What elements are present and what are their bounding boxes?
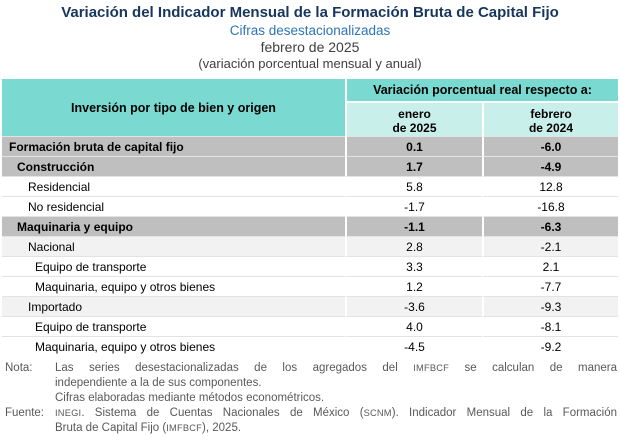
measure-note: (variación porcentual mensual y anual) xyxy=(198,56,422,71)
scnm-acronym: SCNM xyxy=(363,408,392,418)
table-body: Formación bruta de capital fijo 0.1 -6.0 Co… xyxy=(2,136,618,356)
row-label: Maquinaria y equipo xyxy=(2,216,345,236)
value-febrero-2024: 2.1 xyxy=(482,256,618,276)
nota-text: Las series desestacionalizadas de los ag… xyxy=(55,362,414,374)
fuente-text: ). Indicador Mensual de la Formación xyxy=(391,407,617,419)
row-label: Equipo de transporte xyxy=(2,316,345,336)
page-title: Variación del Indicador Mensual de la Fo… xyxy=(61,4,559,21)
nota-body: Las series desestacionalizadas de los ag… xyxy=(55,361,617,406)
row-label: Residencial xyxy=(2,176,345,196)
column-header-line: de 2025 xyxy=(392,120,437,135)
value-enero-2025: -4.5 xyxy=(345,336,482,356)
fuente-text: Bruta de Capital Fijo ( xyxy=(55,422,167,434)
column-group-header: Variación porcentual real respecto a: xyxy=(345,79,618,101)
table-row: Construcción 1.7 -4.9 xyxy=(2,156,618,176)
column-header-enero-2025: enero de 2025 xyxy=(345,101,482,136)
notes-section: Nota: Las series desestacionalizadas de … xyxy=(5,361,617,436)
fuente-row: Fuente: INEGI. Sistema de Cuentas Nacion… xyxy=(5,406,617,436)
column-header-line: enero xyxy=(398,106,431,121)
data-table: Inversión por tipo de bien y origen Vari… xyxy=(2,79,618,356)
period-label: febrero de 2025 xyxy=(260,39,360,55)
nota-line-2: independiente a la de sus componentes. xyxy=(55,377,262,389)
row-label: Equipo de transporte xyxy=(2,256,345,276)
row-label: Maquinaria, equipo y otros bienes xyxy=(2,276,345,296)
inegi-acronym: INEGI xyxy=(55,408,82,418)
table-row: Formación bruta de capital fijo 0.1 -6.0 xyxy=(2,136,618,156)
value-febrero-2024: -9.2 xyxy=(482,336,618,356)
imfbcf-acronym: IMFBCF xyxy=(166,423,203,433)
fuente-text: . Sistema de Cuentas Nacionales de Méxic… xyxy=(81,407,364,419)
fuente-body: INEGI. Sistema de Cuentas Nacionales de … xyxy=(55,406,617,436)
value-febrero-2024: -6.3 xyxy=(482,216,618,236)
header-row-group: Inversión por tipo de bien y origen Vari… xyxy=(2,79,618,136)
value-febrero-2024: -16.8 xyxy=(482,196,618,216)
value-febrero-2024: -4.9 xyxy=(482,156,618,176)
value-febrero-2024: -7.7 xyxy=(482,276,618,296)
table-row: Nacional 2.8 -2.1 xyxy=(2,236,618,256)
nota-text: se calculan de manera xyxy=(449,362,618,374)
value-enero-2025: 0.1 xyxy=(345,136,482,156)
table-row: Equipo de transporte 4.0 -8.1 xyxy=(2,316,618,336)
value-enero-2025: 2.8 xyxy=(345,236,482,256)
fuente-line-2: Bruta de Capital Fijo (IMFBCF), 2025. xyxy=(55,421,617,436)
table-row: Importado -3.6 -9.3 xyxy=(2,296,618,316)
title-block: Variación del Indicador Mensual de la Fo… xyxy=(0,0,620,71)
value-enero-2025: 5.8 xyxy=(345,176,482,196)
value-febrero-2024: -8.1 xyxy=(482,316,618,336)
imfbcf-acronym: IMFBCF xyxy=(413,363,450,373)
value-enero-2025: -1.7 xyxy=(345,196,482,216)
row-label: Maquinaria, equipo y otros bienes xyxy=(2,336,345,356)
nota-line-1: Las series desestacionalizadas de los ag… xyxy=(55,361,617,376)
header-row-columns: enero de 2025 febrero de 2024 xyxy=(2,101,618,136)
row-label: No residencial xyxy=(2,196,345,216)
table-row: Residencial 5.8 12.8 xyxy=(2,176,618,196)
fuente-text: ), 2025. xyxy=(202,422,242,434)
column-header-febrero-2024: febrero de 2024 xyxy=(482,101,618,136)
row-label: Nacional xyxy=(2,236,345,256)
value-enero-2025: -3.6 xyxy=(345,296,482,316)
table-header: Inversión por tipo de bien y origen Vari… xyxy=(2,79,618,136)
row-header-title: Inversión por tipo de bien y origen xyxy=(2,79,345,136)
value-enero-2025: 1.7 xyxy=(345,156,482,176)
table-row: Equipo de transporte 3.3 2.1 xyxy=(2,256,618,276)
value-enero-2025: 1.2 xyxy=(345,276,482,296)
value-febrero-2024: -2.1 xyxy=(482,236,618,256)
table-row: No residencial -1.7 -16.8 xyxy=(2,196,618,216)
value-enero-2025: 4.0 xyxy=(345,316,482,336)
table-row: Maquinaria, equipo y otros bienes 1.2 -7.7 xyxy=(2,276,618,296)
value-enero-2025: -1.1 xyxy=(345,216,482,236)
row-label: Formación bruta de capital fijo xyxy=(2,136,345,156)
nota-row: Nota: Las series desestacionalizadas de … xyxy=(5,361,617,406)
row-label: Construcción xyxy=(2,156,345,176)
column-header-line: de 2024 xyxy=(528,120,574,135)
column-header-line: febrero xyxy=(530,106,572,121)
row-label: Importado xyxy=(2,296,345,316)
value-febrero-2024: -9.3 xyxy=(482,296,618,316)
nota-label: Nota: xyxy=(5,362,33,374)
value-febrero-2024: 12.8 xyxy=(482,176,618,196)
fuente-label: Fuente: xyxy=(5,407,44,419)
table-row: Maquinaria, equipo y otros bienes -4.5 -9.… xyxy=(2,336,618,356)
value-enero-2025: 3.3 xyxy=(345,256,482,276)
nota-line-3: Cifras elaboradas mediante métodos econo… xyxy=(55,392,325,404)
subtitle: Cifras desestacionalizadas xyxy=(229,23,391,38)
table-row: Maquinaria y equipo -1.1 -6.3 xyxy=(2,216,618,236)
fuente-line-1: INEGI. Sistema de Cuentas Nacionales de … xyxy=(55,406,617,421)
value-febrero-2024: -6.0 xyxy=(482,136,618,156)
